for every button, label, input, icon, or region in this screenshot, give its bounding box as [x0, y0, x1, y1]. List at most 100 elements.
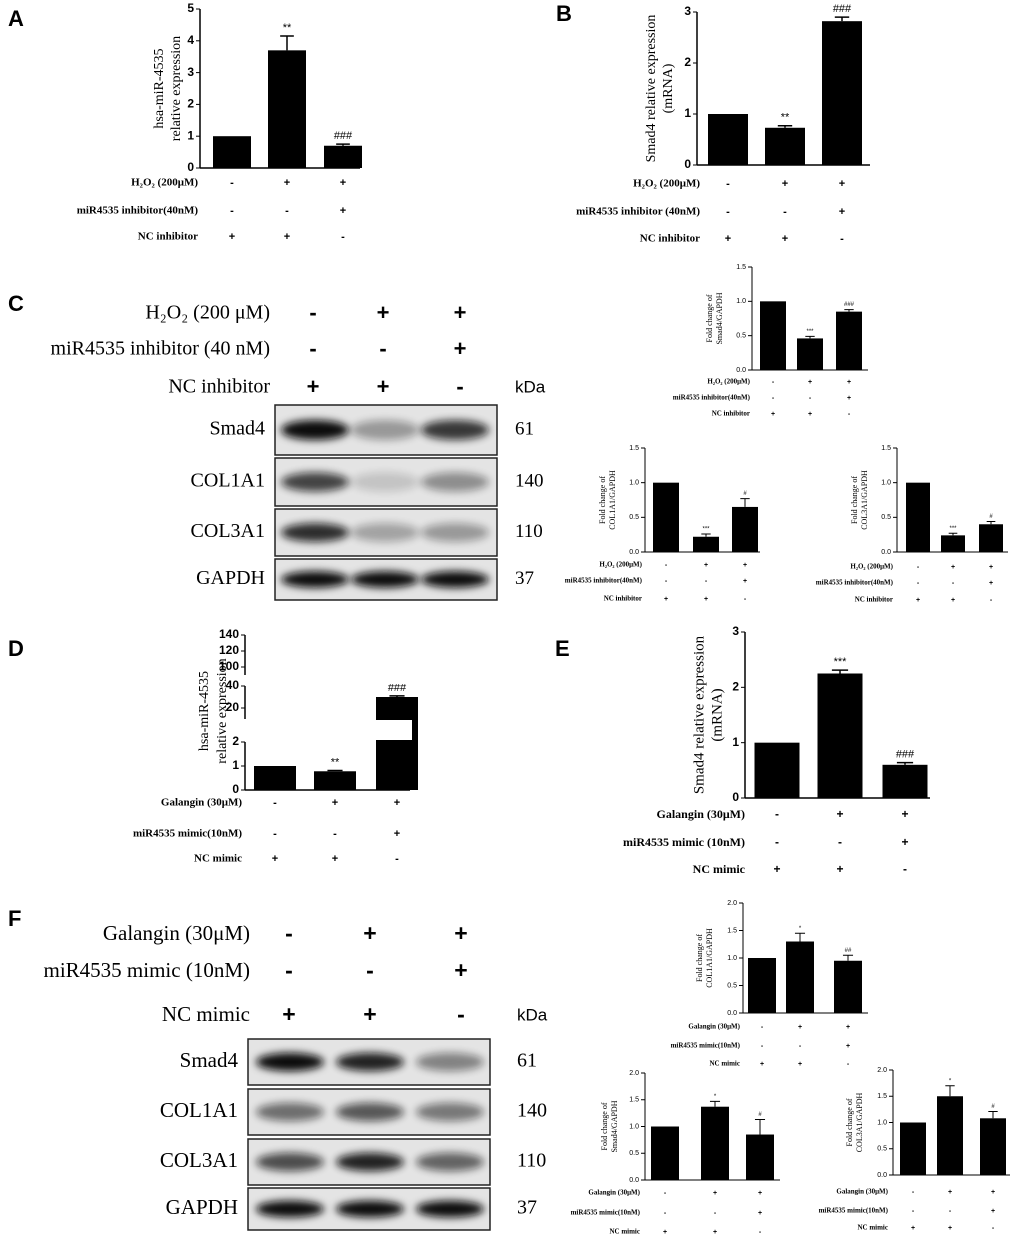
condition-sign: -: [838, 835, 842, 849]
condition-sign: -: [903, 862, 907, 876]
condition-sign: -: [726, 206, 730, 218]
bar: [701, 1106, 729, 1180]
condition-sign: +: [363, 920, 376, 946]
condition-sign: -: [457, 1001, 465, 1027]
protein-label: COL1A1: [160, 1098, 238, 1122]
condition-label: H₂O₂ (200μM): [707, 378, 750, 386]
condition-sign: -: [395, 853, 399, 865]
blot-band: [336, 1200, 404, 1218]
condition-label: miR4535 mimic (10nM): [623, 835, 745, 849]
condition-sign: -: [992, 1225, 995, 1232]
y-tick-label: 1.5: [629, 1097, 639, 1104]
condition-sign: -: [664, 1210, 667, 1217]
y-tick-label: 0.5: [727, 982, 737, 989]
y-tick-label: 20: [226, 700, 240, 714]
condition-sign: +: [836, 862, 843, 876]
condition-label: Galangin (30μM): [688, 1023, 740, 1031]
y-tick-label: 0.0: [629, 549, 639, 556]
significance-label: ***: [949, 526, 957, 532]
significance-label: **: [781, 112, 790, 124]
blot-band: [281, 523, 349, 542]
condition-sign: +: [284, 231, 290, 243]
y-axis-label: (mRNA): [709, 688, 725, 741]
condition-sign: +: [847, 395, 851, 402]
blot-band: [256, 1052, 324, 1072]
blot-band: [256, 1102, 324, 1122]
protein-label: Smad4: [209, 418, 265, 440]
y-tick-label: 0.5: [736, 333, 746, 340]
condition-sign: -: [456, 374, 463, 399]
condition-sign: -: [379, 336, 386, 361]
error-bar: [834, 16, 850, 22]
blot-band: [281, 472, 349, 492]
panel-letter: D: [8, 636, 24, 661]
blot-band: [351, 571, 419, 588]
y-axis-label: (mRNA): [661, 63, 676, 113]
y-tick-label: 5: [187, 1, 194, 15]
blot-band: [416, 1052, 484, 1072]
bar: [882, 764, 928, 798]
y-tick-label: 1.5: [881, 445, 891, 452]
blot-band: [421, 571, 489, 588]
bar: [653, 482, 679, 552]
kda-label: 140: [517, 1100, 547, 1122]
condition-sign: +: [713, 1229, 717, 1236]
bar: [834, 960, 862, 1013]
condition-sign: -: [744, 596, 747, 603]
condition-label: miR4535 mimic(10nM): [571, 1209, 641, 1217]
panel-letter: F: [8, 906, 21, 931]
y-tick-label: 0: [232, 782, 239, 796]
blot-band: [256, 1200, 324, 1218]
condition-sign: +: [282, 1001, 295, 1027]
significance-label: ***: [806, 329, 814, 335]
y-axis-label: COL1A1/GAPDH: [705, 928, 714, 988]
protein-label: GAPDH: [196, 567, 265, 589]
blot-band: [416, 1102, 484, 1122]
condition-sign: +: [454, 920, 467, 946]
condition-sign: -: [799, 1043, 802, 1050]
blot-band: [256, 1152, 324, 1172]
y-axis-label: Smad4/GAPDH: [610, 1100, 619, 1152]
condition-label: NC mimic: [709, 1060, 740, 1068]
y-tick-label: 0.5: [877, 1146, 887, 1153]
condition-sign: +: [229, 231, 235, 243]
unit-label: kDa: [517, 1005, 548, 1024]
significance-label: ###: [334, 130, 353, 142]
y-tick-label: 2: [187, 97, 194, 111]
bar: [937, 1096, 963, 1175]
significance-label: *: [799, 926, 802, 932]
protein-label: COL3A1: [191, 520, 265, 542]
blot-band: [336, 1152, 404, 1172]
bar: [822, 21, 862, 166]
condition-label: miR4535 inhibitor (40 nM): [51, 338, 270, 360]
condition-sign: +: [798, 1061, 802, 1068]
condition-label: miR4535 inhibitor(40nM): [816, 579, 894, 587]
y-axis-label: Fold change of: [695, 934, 704, 982]
significance-label: ***: [834, 656, 848, 668]
kda-label: 140: [515, 470, 544, 491]
condition-sign: -: [230, 177, 234, 189]
y-tick-label: 1.5: [727, 927, 737, 934]
y-tick-label: 4: [187, 33, 194, 47]
y-tick-label: 1: [732, 735, 739, 749]
significance-label: ***: [702, 527, 710, 533]
kda-label: 110: [517, 1150, 546, 1172]
error-bar: [777, 124, 793, 128]
condition-sign: -: [665, 562, 668, 569]
condition-sign: -: [714, 1210, 717, 1217]
y-tick-label: 1.0: [877, 1119, 887, 1126]
condition-sign: +: [798, 1024, 802, 1031]
condition-sign: -: [847, 1061, 850, 1068]
y-tick-label: 100: [219, 659, 239, 673]
bar: [213, 136, 251, 168]
condition-label: NC inhibitor: [138, 231, 198, 243]
y-tick-label: 0.5: [881, 514, 891, 521]
error-bar: [327, 769, 343, 772]
y-tick-label: 0: [187, 160, 194, 174]
condition-sign: +: [394, 797, 400, 809]
condition-sign: -: [772, 379, 775, 386]
error-bar: [945, 1085, 955, 1097]
kda-label: 61: [517, 1050, 537, 1072]
y-tick-label: 1.5: [877, 1093, 887, 1100]
condition-sign: -: [775, 835, 779, 849]
